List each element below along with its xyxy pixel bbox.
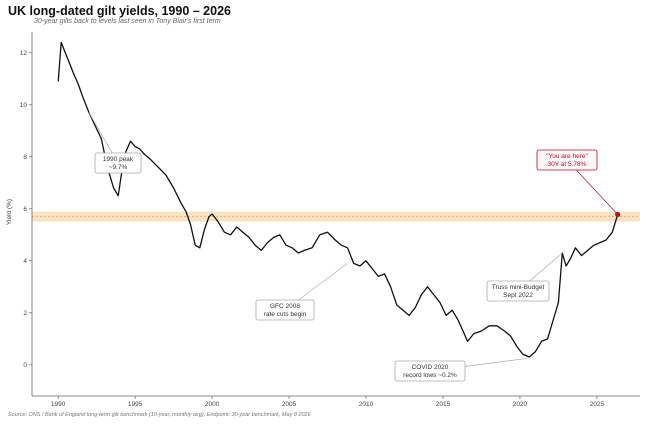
annotation-text: ~9.7% <box>109 164 128 171</box>
endpoint-marker <box>615 211 621 218</box>
chart-source-note: Source: ONS / Bank of England long-term … <box>8 412 311 418</box>
annotation-text: COVID 2020 <box>412 364 449 371</box>
annotation-text: 30Y at 5.78% <box>548 161 587 168</box>
y-tick-label: 6 <box>23 206 27 213</box>
x-tick-label: 1990 <box>51 401 66 408</box>
annotation-box <box>536 149 598 171</box>
y-axis-label: Yield (%) <box>6 199 13 225</box>
annotation-text: Sept 2022 <box>503 292 533 299</box>
x-tick-label: 2020 <box>513 401 528 408</box>
x-tick-label: 1995 <box>128 401 143 408</box>
y-tick-label: 0 <box>23 362 27 369</box>
chart-title: UK long-dated gilt yields, 1990 – 2026 <box>8 4 231 18</box>
series-line-gilt-yield <box>57 41 619 358</box>
annotation-box <box>394 360 466 382</box>
annotation-text: rate cuts begin <box>264 311 307 318</box>
y-tick-label: 2 <box>23 310 27 317</box>
y-tick-label: 4 <box>23 258 27 265</box>
annotation-text: 1990 peak <box>103 156 134 163</box>
y-tick-label: 8 <box>23 154 27 161</box>
y-tick-label: 12 <box>20 50 28 57</box>
annotation-box <box>94 152 142 174</box>
x-tick-label: 2010 <box>359 401 374 408</box>
chart-subtitle: 30-year gilts back to levels last seen i… <box>34 18 221 25</box>
x-tick-label: 2005 <box>282 401 297 408</box>
x-tick-label: 2015 <box>436 401 451 408</box>
annotation-text: "You are here" <box>546 153 588 160</box>
annotation-box <box>486 280 550 302</box>
annotation-text: GFC 2008 <box>270 303 300 310</box>
y-tick-label: 10 <box>20 102 28 109</box>
annotation-text: record lows ~0.2% <box>403 372 457 379</box>
x-tick-label: 2025 <box>590 401 605 408</box>
annotation-box <box>255 299 315 321</box>
annotation-text: Truss mini-Budget <box>492 284 545 291</box>
x-tick-label: 2000 <box>205 401 220 408</box>
